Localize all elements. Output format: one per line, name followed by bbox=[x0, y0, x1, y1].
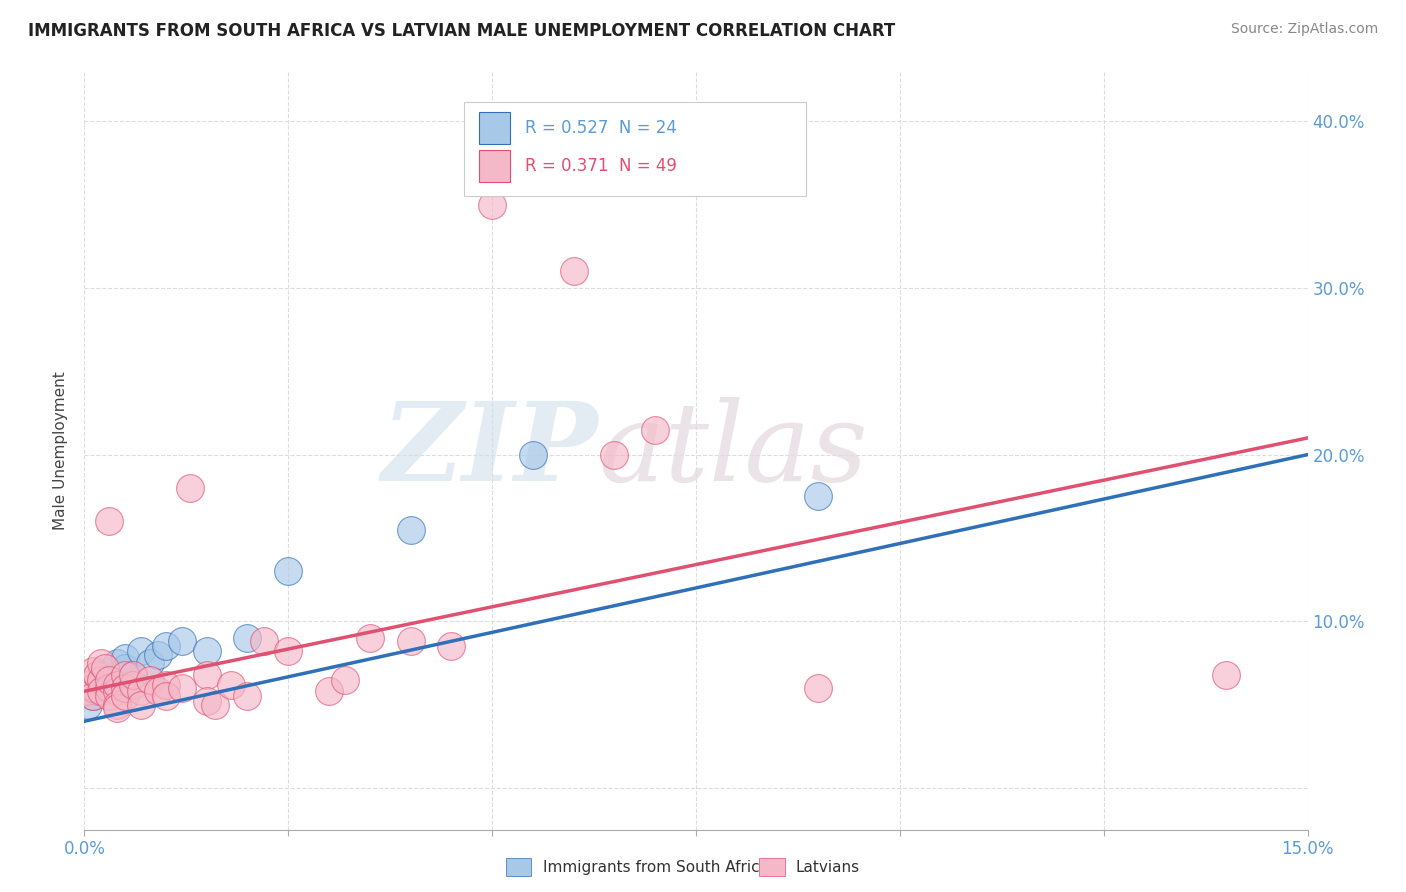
Text: ZIP: ZIP bbox=[381, 397, 598, 504]
Point bbox=[114, 661, 136, 675]
Point bbox=[399, 634, 422, 648]
Point bbox=[335, 673, 357, 687]
Point bbox=[131, 644, 153, 658]
Point bbox=[122, 677, 145, 691]
Point bbox=[155, 677, 177, 691]
Point bbox=[97, 681, 120, 695]
Point bbox=[97, 681, 120, 695]
Point bbox=[93, 661, 115, 675]
Point bbox=[236, 690, 259, 704]
Point bbox=[82, 665, 104, 679]
Point bbox=[146, 648, 169, 662]
Point bbox=[155, 640, 177, 654]
Point bbox=[114, 690, 136, 704]
Text: Latvians: Latvians bbox=[796, 860, 860, 874]
Text: R = 0.371  N = 49: R = 0.371 N = 49 bbox=[524, 157, 676, 175]
Point bbox=[90, 684, 112, 698]
Point bbox=[122, 667, 145, 681]
Point bbox=[195, 694, 218, 708]
Point bbox=[105, 701, 128, 715]
Point bbox=[82, 690, 104, 704]
Point bbox=[277, 564, 299, 578]
Point bbox=[114, 681, 136, 695]
Point bbox=[172, 681, 194, 695]
Point bbox=[277, 644, 299, 658]
Point bbox=[807, 681, 830, 695]
Point bbox=[481, 197, 503, 211]
Point bbox=[76, 684, 98, 698]
Point bbox=[318, 684, 340, 698]
Text: IMMIGRANTS FROM SOUTH AFRICA VS LATVIAN MALE UNEMPLOYMENT CORRELATION CHART: IMMIGRANTS FROM SOUTH AFRICA VS LATVIAN … bbox=[28, 22, 896, 40]
Y-axis label: Male Unemployment: Male Unemployment bbox=[53, 371, 69, 530]
Point bbox=[399, 523, 422, 537]
Point bbox=[1215, 667, 1237, 681]
FancyBboxPatch shape bbox=[479, 112, 510, 145]
Point bbox=[97, 673, 120, 687]
Point bbox=[179, 481, 201, 495]
Point bbox=[204, 698, 226, 712]
Point bbox=[172, 634, 194, 648]
Point bbox=[97, 690, 120, 704]
Point bbox=[114, 667, 136, 681]
Point bbox=[105, 684, 128, 698]
Point bbox=[82, 681, 104, 695]
Point bbox=[82, 690, 104, 704]
Point bbox=[236, 631, 259, 645]
Point bbox=[105, 698, 128, 712]
Point bbox=[131, 698, 153, 712]
Point bbox=[86, 684, 108, 698]
Point bbox=[86, 667, 108, 681]
Text: R = 0.527  N = 24: R = 0.527 N = 24 bbox=[524, 120, 676, 137]
Point bbox=[77, 698, 100, 712]
Point bbox=[644, 423, 666, 437]
Point bbox=[105, 656, 128, 670]
Point bbox=[105, 667, 128, 681]
Point bbox=[562, 264, 585, 278]
Point bbox=[97, 665, 120, 679]
Point bbox=[138, 656, 160, 670]
Point bbox=[131, 684, 153, 698]
Point bbox=[603, 448, 626, 462]
Point bbox=[82, 681, 104, 695]
Point bbox=[77, 677, 100, 691]
Point bbox=[440, 640, 463, 654]
Text: Immigrants from South Africa: Immigrants from South Africa bbox=[543, 860, 769, 874]
Point bbox=[122, 667, 145, 681]
Text: atlas: atlas bbox=[598, 397, 868, 504]
Point bbox=[90, 673, 112, 687]
Point bbox=[90, 656, 112, 670]
Point bbox=[359, 631, 381, 645]
Point bbox=[105, 677, 128, 691]
Point bbox=[195, 644, 218, 658]
Point bbox=[146, 684, 169, 698]
FancyBboxPatch shape bbox=[479, 150, 510, 182]
Point bbox=[253, 634, 276, 648]
Point bbox=[807, 489, 830, 503]
Point bbox=[97, 514, 120, 528]
Text: Source: ZipAtlas.com: Source: ZipAtlas.com bbox=[1230, 22, 1378, 37]
Point bbox=[90, 673, 112, 687]
Point bbox=[195, 667, 218, 681]
Point bbox=[114, 651, 136, 665]
Point bbox=[90, 677, 112, 691]
Point bbox=[138, 673, 160, 687]
FancyBboxPatch shape bbox=[464, 102, 806, 196]
Point bbox=[522, 448, 544, 462]
Point bbox=[155, 690, 177, 704]
Point bbox=[219, 677, 242, 691]
